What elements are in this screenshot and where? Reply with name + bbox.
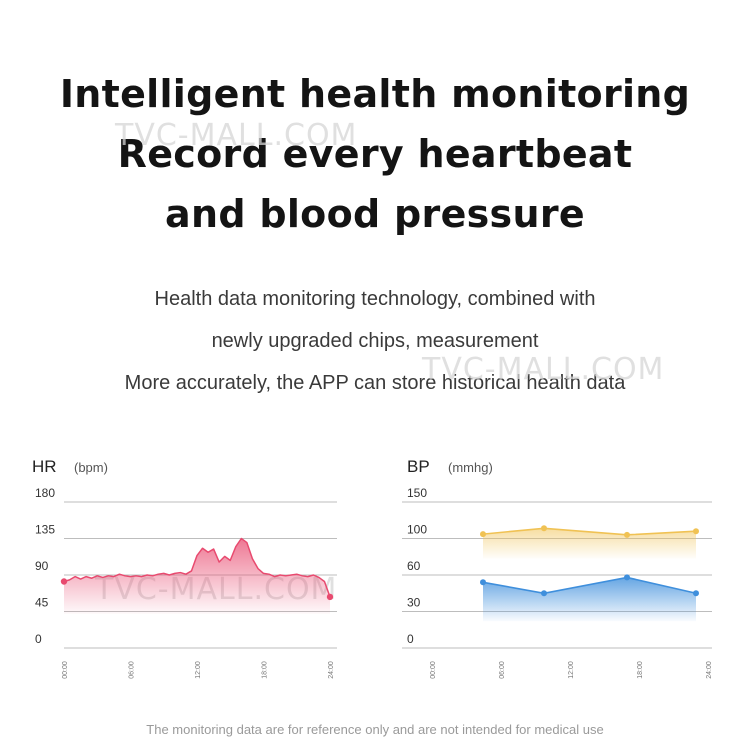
x-tick-label: 18:00 — [637, 661, 644, 679]
x-tick-label: 00:00 — [62, 661, 69, 679]
y-tick-label: 135 — [35, 523, 55, 537]
y-tick-label: 30 — [407, 596, 421, 610]
bp-low-point — [541, 590, 547, 597]
subtitle-line-2: newly upgraded chips, measurement — [211, 330, 539, 352]
headline-line-3: and blood pressure — [165, 192, 585, 236]
bp-low-area — [483, 577, 696, 622]
chart-title: HR — [32, 457, 57, 476]
y-tick-label: 90 — [35, 559, 49, 573]
hr-area — [64, 538, 330, 614]
y-tick-label: 150 — [407, 486, 427, 500]
x-tick-label: 12:00 — [568, 661, 575, 679]
headline-line-1: Intelligent health monitoring — [59, 72, 691, 116]
x-tick-label: 06:00 — [129, 661, 136, 679]
hr-line — [63, 537, 331, 598]
hr-point-start — [60, 578, 68, 585]
bp-high-point — [624, 531, 630, 538]
y-tick-label: 0 — [407, 632, 414, 646]
chart-title: BP — [407, 457, 430, 476]
x-tick-label: 18:00 — [262, 661, 269, 679]
bp-high-point — [480, 531, 486, 538]
bp-low-point — [480, 579, 486, 586]
x-tick-label: 12:00 — [195, 661, 202, 679]
chart-unit: (mmhg) — [448, 460, 493, 475]
y-tick-label: 100 — [407, 523, 427, 537]
bp-high-area — [483, 528, 696, 559]
subtitle-line-3: More accurately, the APP can store histo… — [124, 372, 626, 394]
subtitle-line-1: Health data monitoring technology, combi… — [154, 288, 596, 310]
bp-high-line — [482, 527, 697, 536]
bp-low-line — [482, 576, 697, 595]
y-tick-label: 0 — [35, 632, 42, 646]
disclaimer-text: The monitoring data are for reference on… — [146, 722, 604, 737]
hr-point-end — [326, 593, 334, 601]
bp-low-point — [624, 574, 630, 581]
y-tick-label: 60 — [407, 559, 421, 573]
chart-unit: (bpm) — [74, 460, 108, 475]
hr-chart: HR (bpm) 0 45 90 135 180 00:00 06:00 12:00 18:00 24… — [32, 457, 337, 679]
x-tick-label: 06:00 — [499, 661, 506, 679]
x-tick-label: 24:00 — [706, 661, 713, 679]
y-tick-label: 45 — [35, 596, 49, 610]
bp-chart: BP (mmhg) 0 30 60 100 150 00:00 06:00 12:00 18:00 2… — [402, 457, 713, 679]
bp-low-point — [693, 590, 699, 597]
y-tick-label: 180 — [35, 486, 55, 500]
x-tick-label: 00:00 — [430, 661, 437, 679]
bp-high-point — [541, 525, 547, 532]
x-tick-label: 24:00 — [328, 661, 335, 679]
headline-line-2: Record every heartbeat — [117, 132, 633, 176]
bp-high-point — [693, 528, 699, 535]
